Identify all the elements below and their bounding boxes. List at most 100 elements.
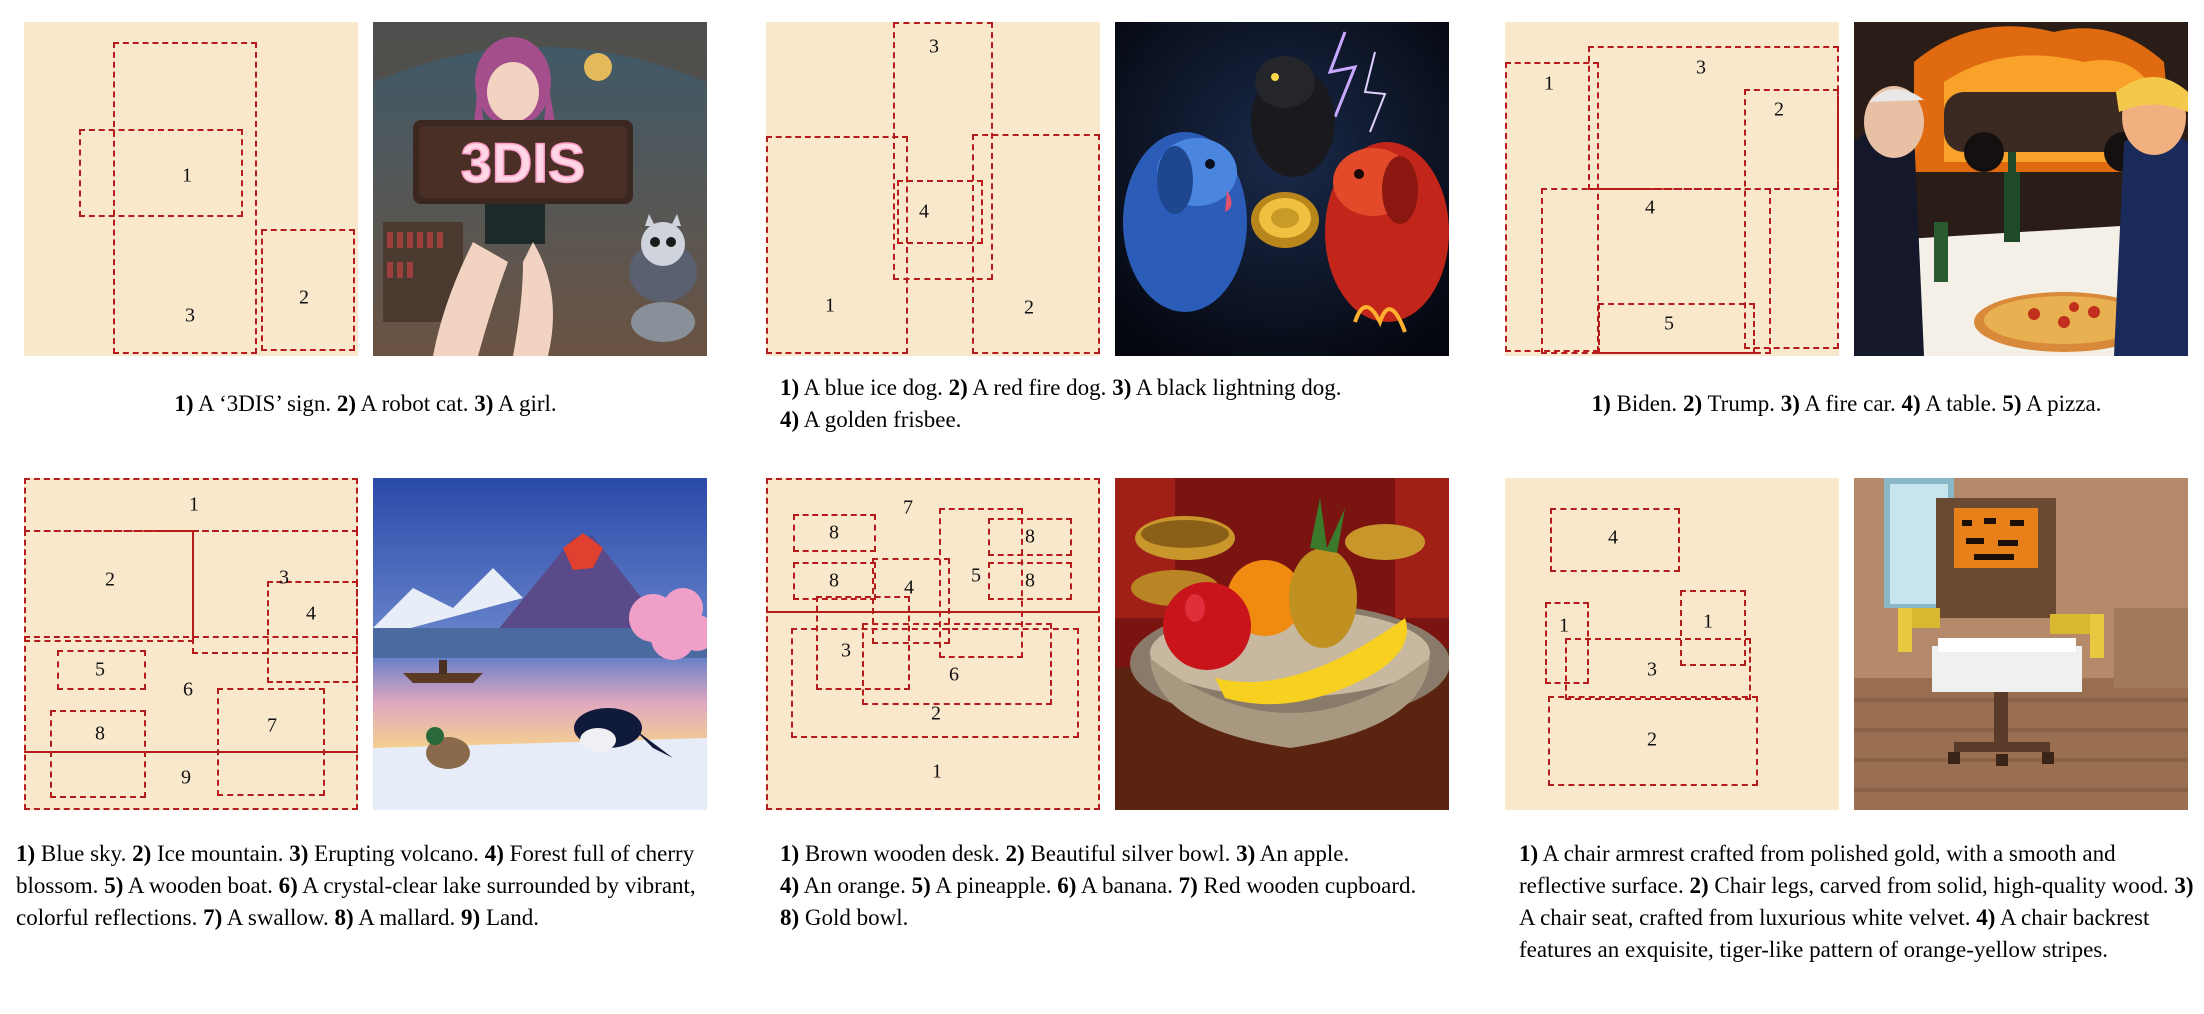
layout-box-7 <box>217 688 325 796</box>
layout-label: 1 <box>1703 610 1713 633</box>
layout-label: 1 <box>1559 614 1569 637</box>
generated-image-dogs <box>1115 22 1449 356</box>
layout-box-5 <box>939 508 1023 658</box>
caption-item: 1) A ‘3DIS’ sign. <box>174 391 337 416</box>
layout-label: 3 <box>1696 56 1706 79</box>
caption-item: 4) An orange. <box>780 873 912 898</box>
caption-3dis: 1) A ‘3DIS’ sign. 2) A robot cat. 3) A g… <box>24 388 707 420</box>
layout-label: 7 <box>267 714 277 737</box>
caption-item: 7) Red wooden cupboard. <box>1178 873 1417 898</box>
generated-image-politics <box>1854 22 2188 356</box>
layout-label: 2 <box>1647 728 1657 751</box>
layout-label: 6 <box>949 663 959 686</box>
fruit-bowl-on-desk-icon <box>1115 478 1449 810</box>
layout-label: 7 <box>903 496 913 519</box>
layout-label: 2 <box>299 286 309 309</box>
layout-box-6 <box>862 623 1052 705</box>
caption-item: 4) A chair backrest features an exquisit… <box>1519 905 2150 962</box>
caption-item: 3) A fire car. <box>1780 391 1902 416</box>
layout-box-4 <box>872 558 950 644</box>
caption-chair: 1) A chair armrest crafted from polished… <box>1519 838 2199 966</box>
caption-politics: 1) Biden. 2) Trump. 3) A fire car. 4) A … <box>1505 388 2188 420</box>
caption-item: 1) Blue sky. <box>16 841 133 866</box>
layout-box-8a <box>793 514 876 552</box>
svg-text:3DIS: 3DIS <box>461 131 586 194</box>
generated-image-chair <box>1854 478 2188 810</box>
layout-box-4 <box>1550 508 1680 572</box>
caption-item: 5) A pineapple. <box>911 873 1058 898</box>
layout-label: 8 <box>829 521 839 544</box>
layout-box-2 <box>791 628 1079 738</box>
layout-box-5 <box>57 650 146 690</box>
caption-item: 4) Forest full of cherry blossom. <box>16 841 695 898</box>
caption-landscape: 1) Blue sky. 2) Ice mountain. 3) Eruptin… <box>16 838 716 934</box>
caption-item: 3) An apple. <box>1236 841 1350 866</box>
layout-label: 2 <box>1024 296 1034 319</box>
layout-label: 5 <box>1664 312 1674 335</box>
caption-item: 7) A swallow. <box>203 905 335 930</box>
layout-box-3 <box>113 42 257 354</box>
layout-box-1 <box>766 136 908 354</box>
caption-item: 2) Trump. <box>1682 391 1781 416</box>
layout-box-1b <box>1680 590 1746 666</box>
layout-box-2 <box>261 229 355 351</box>
caption-item: 4) A golden frisbee. <box>780 407 962 432</box>
layout-box-8 <box>50 710 146 798</box>
caption-item: 5) A pizza. <box>2002 391 2102 416</box>
layout-line <box>766 611 1100 613</box>
layout-map-fruit: 7 8 8 8 8 5 4 3 6 2 1 <box>766 478 1100 810</box>
layout-box-2 <box>1548 696 1758 786</box>
layout-box-6 <box>24 636 358 810</box>
caption-item: 2) A robot cat. <box>336 391 475 416</box>
layout-map-3dis: 1 2 3 <box>24 22 358 356</box>
layout-label: 3 <box>841 639 851 662</box>
layout-label: 6 <box>183 678 193 701</box>
layout-box-1 <box>1505 62 1599 352</box>
layout-label: 8 <box>95 722 105 745</box>
generated-image-3dis: 3DIS <box>373 22 707 356</box>
layout-box-3 <box>1565 638 1751 700</box>
layout-label: 8 <box>1025 525 1035 548</box>
layout-label: 4 <box>1608 526 1618 549</box>
caption-item: 2) Chair legs, carved from solid, high-q… <box>1689 873 2175 898</box>
layout-label: 3 <box>929 35 939 58</box>
layout-box-4 <box>267 581 358 683</box>
layout-label: 1 <box>825 294 835 317</box>
layout-label: 2 <box>931 702 941 725</box>
layout-label: 3 <box>185 304 195 327</box>
layout-line <box>192 530 194 638</box>
layout-label: 1 <box>182 164 192 187</box>
layout-box-8b <box>793 562 876 600</box>
caption-item: 6) A banana. <box>1057 873 1179 898</box>
layout-map-politics: 1 3 2 4 5 <box>1505 22 1839 356</box>
layout-label: 4 <box>904 576 914 599</box>
layout-box-4 <box>897 180 983 244</box>
layout-label: 8 <box>1025 569 1035 592</box>
layout-label: 2 <box>1774 98 1784 121</box>
layout-box-8c <box>988 518 1072 556</box>
caption-item: 3) A chair seat, crafted from luxurious … <box>1519 873 2194 930</box>
layout-box-2 <box>1744 89 1839 349</box>
volcano-lake-landscape-with-birds-icon <box>373 478 707 810</box>
layout-label: 2 <box>105 568 115 591</box>
layout-label: 8 <box>829 569 839 592</box>
layout-label: 1 <box>189 493 199 516</box>
two-men-dining-with-burning-car-icon <box>1854 22 2188 356</box>
caption-item: 6) A crystal-clear lake surrounded by vi… <box>16 873 696 930</box>
caption-dogs: 1) A blue ice dog. 2) A red fire dog. 3)… <box>780 372 1480 436</box>
caption-item: 1) Brown wooden desk. <box>780 841 1006 866</box>
girl-holding-3dis-sign-with-robot-cat-icon: 3DIS <box>373 22 707 356</box>
layout-box-2 <box>972 134 1100 354</box>
layout-box-1a <box>1545 602 1589 684</box>
layout-label: 9 <box>181 766 191 789</box>
layout-label: 4 <box>919 200 929 223</box>
layout-label: 3 <box>1647 658 1657 681</box>
layout-box-3 <box>893 22 993 280</box>
layout-label: 4 <box>306 602 316 625</box>
caption-item: 2) A red fire dog. <box>948 375 1113 400</box>
layout-box-8d <box>988 562 1072 600</box>
layout-box-5 <box>1598 303 1755 354</box>
layout-label: 1 <box>932 760 942 783</box>
layout-label: 4 <box>1645 196 1655 219</box>
layout-label: 5 <box>971 564 981 587</box>
